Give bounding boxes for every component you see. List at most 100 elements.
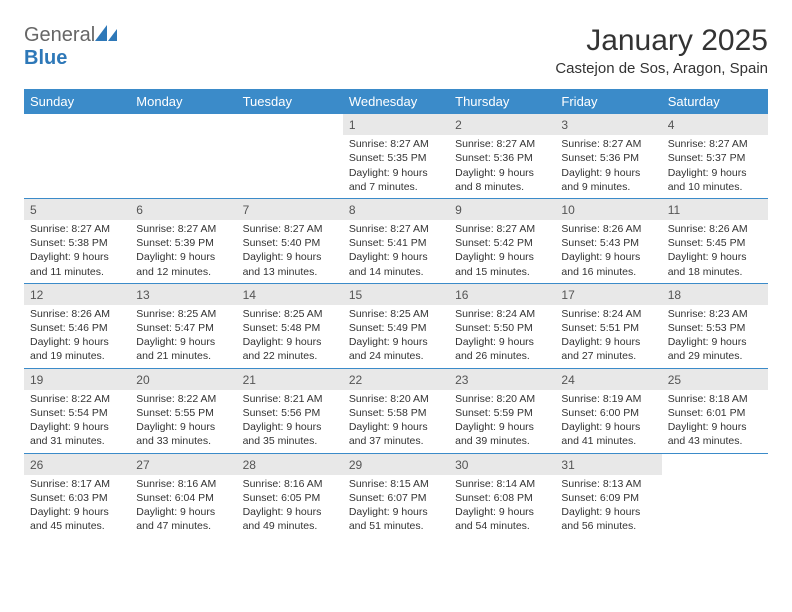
sunset-line: Sunset: 6:03 PM: [30, 491, 124, 505]
sunrise-line: Sunrise: 8:27 AM: [561, 137, 655, 151]
calendar-cell: 29Sunrise: 8:15 AMSunset: 6:07 PMDayligh…: [343, 453, 449, 537]
location: Castejon de Sos, Aragon, Spain: [555, 60, 768, 77]
daylight-line: Daylight: 9 hours and 19 minutes.: [30, 335, 124, 363]
daylight-line: Daylight: 9 hours and 14 minutes.: [349, 250, 443, 278]
calendar-row: 1Sunrise: 8:27 AMSunset: 5:35 PMDaylight…: [24, 114, 768, 198]
sunset-line: Sunset: 5:40 PM: [243, 236, 337, 250]
sunrise-line: Sunrise: 8:22 AM: [30, 392, 124, 406]
day-data: Sunrise: 8:27 AMSunset: 5:36 PMDaylight:…: [555, 135, 661, 198]
day-number: 13: [130, 284, 236, 305]
daylight-line: Daylight: 9 hours and 10 minutes.: [668, 166, 762, 194]
calendar-cell: 9Sunrise: 8:27 AMSunset: 5:42 PMDaylight…: [449, 198, 555, 283]
sunset-line: Sunset: 6:00 PM: [561, 406, 655, 420]
daylight-line: Daylight: 9 hours and 56 minutes.: [561, 505, 655, 533]
calendar-cell: 14Sunrise: 8:25 AMSunset: 5:48 PMDayligh…: [237, 283, 343, 368]
day-data: Sunrise: 8:19 AMSunset: 6:00 PMDaylight:…: [555, 390, 661, 453]
calendar-cell: 11Sunrise: 8:26 AMSunset: 5:45 PMDayligh…: [662, 198, 768, 283]
day-data: Sunrise: 8:24 AMSunset: 5:50 PMDaylight:…: [449, 305, 555, 368]
calendar-cell: 24Sunrise: 8:19 AMSunset: 6:00 PMDayligh…: [555, 368, 661, 453]
day-number: 25: [662, 369, 768, 390]
day-data: Sunrise: 8:27 AMSunset: 5:42 PMDaylight:…: [449, 220, 555, 283]
daylight-line: Daylight: 9 hours and 15 minutes.: [455, 250, 549, 278]
day-number: 3: [555, 114, 661, 135]
sunset-line: Sunset: 5:39 PM: [136, 236, 230, 250]
day-number: 27: [130, 454, 236, 475]
sunrise-line: Sunrise: 8:26 AM: [561, 222, 655, 236]
sunset-line: Sunset: 5:56 PM: [243, 406, 337, 420]
daylight-line: Daylight: 9 hours and 29 minutes.: [668, 335, 762, 363]
sunset-line: Sunset: 5:41 PM: [349, 236, 443, 250]
sunset-line: Sunset: 5:43 PM: [561, 236, 655, 250]
weekday-header: Friday: [555, 89, 661, 114]
daylight-line: Daylight: 9 hours and 41 minutes.: [561, 420, 655, 448]
calendar-cell: [24, 114, 130, 198]
daylight-line: Daylight: 9 hours and 12 minutes.: [136, 250, 230, 278]
sunset-line: Sunset: 6:01 PM: [668, 406, 762, 420]
day-number: 30: [449, 454, 555, 475]
sunrise-line: Sunrise: 8:14 AM: [455, 477, 549, 491]
daylight-line: Daylight: 9 hours and 31 minutes.: [30, 420, 124, 448]
calendar-cell: 19Sunrise: 8:22 AMSunset: 5:54 PMDayligh…: [24, 368, 130, 453]
calendar-cell: 12Sunrise: 8:26 AMSunset: 5:46 PMDayligh…: [24, 283, 130, 368]
day-data: Sunrise: 8:27 AMSunset: 5:35 PMDaylight:…: [343, 135, 449, 198]
daylight-line: Daylight: 9 hours and 26 minutes.: [455, 335, 549, 363]
sunrise-line: Sunrise: 8:25 AM: [243, 307, 337, 321]
sunset-line: Sunset: 5:38 PM: [30, 236, 124, 250]
day-data: Sunrise: 8:27 AMSunset: 5:37 PMDaylight:…: [662, 135, 768, 198]
day-data: Sunrise: 8:26 AMSunset: 5:46 PMDaylight:…: [24, 305, 130, 368]
sunrise-line: Sunrise: 8:19 AM: [561, 392, 655, 406]
daylight-line: Daylight: 9 hours and 18 minutes.: [668, 250, 762, 278]
sunrise-line: Sunrise: 8:27 AM: [349, 222, 443, 236]
sunset-line: Sunset: 5:58 PM: [349, 406, 443, 420]
sunrise-line: Sunrise: 8:16 AM: [243, 477, 337, 491]
sunset-line: Sunset: 5:53 PM: [668, 321, 762, 335]
logo: GeneralBlue: [24, 24, 117, 70]
day-number: 20: [130, 369, 236, 390]
sunset-line: Sunset: 5:50 PM: [455, 321, 549, 335]
sunset-line: Sunset: 6:07 PM: [349, 491, 443, 505]
calendar-cell: 4Sunrise: 8:27 AMSunset: 5:37 PMDaylight…: [662, 114, 768, 198]
calendar-cell: 10Sunrise: 8:26 AMSunset: 5:43 PMDayligh…: [555, 198, 661, 283]
calendar-cell: [130, 114, 236, 198]
sunrise-line: Sunrise: 8:27 AM: [668, 137, 762, 151]
sunset-line: Sunset: 5:35 PM: [349, 151, 443, 165]
daylight-line: Daylight: 9 hours and 39 minutes.: [455, 420, 549, 448]
sunset-line: Sunset: 6:09 PM: [561, 491, 655, 505]
day-number: 10: [555, 199, 661, 220]
daylight-line: Daylight: 9 hours and 11 minutes.: [30, 250, 124, 278]
calendar-cell: 18Sunrise: 8:23 AMSunset: 5:53 PMDayligh…: [662, 283, 768, 368]
daylight-line: Daylight: 9 hours and 43 minutes.: [668, 420, 762, 448]
sunrise-line: Sunrise: 8:25 AM: [349, 307, 443, 321]
sunset-line: Sunset: 6:05 PM: [243, 491, 337, 505]
day-number: 7: [237, 199, 343, 220]
calendar-cell: [237, 114, 343, 198]
calendar-cell: 20Sunrise: 8:22 AMSunset: 5:55 PMDayligh…: [130, 368, 236, 453]
sunrise-line: Sunrise: 8:21 AM: [243, 392, 337, 406]
calendar-cell: 17Sunrise: 8:24 AMSunset: 5:51 PMDayligh…: [555, 283, 661, 368]
calendar-cell: 21Sunrise: 8:21 AMSunset: 5:56 PMDayligh…: [237, 368, 343, 453]
calendar-cell: 22Sunrise: 8:20 AMSunset: 5:58 PMDayligh…: [343, 368, 449, 453]
weekday-header: Wednesday: [343, 89, 449, 114]
daylight-line: Daylight: 9 hours and 22 minutes.: [243, 335, 337, 363]
day-data: Sunrise: 8:15 AMSunset: 6:07 PMDaylight:…: [343, 475, 449, 538]
day-data: Sunrise: 8:17 AMSunset: 6:03 PMDaylight:…: [24, 475, 130, 538]
day-data: Sunrise: 8:25 AMSunset: 5:47 PMDaylight:…: [130, 305, 236, 368]
sunset-line: Sunset: 5:51 PM: [561, 321, 655, 335]
day-number: 2: [449, 114, 555, 135]
daylight-line: Daylight: 9 hours and 37 minutes.: [349, 420, 443, 448]
day-data: Sunrise: 8:16 AMSunset: 6:04 PMDaylight:…: [130, 475, 236, 538]
sunrise-line: Sunrise: 8:27 AM: [455, 137, 549, 151]
calendar-cell: 28Sunrise: 8:16 AMSunset: 6:05 PMDayligh…: [237, 453, 343, 537]
day-number: 6: [130, 199, 236, 220]
day-data: Sunrise: 8:14 AMSunset: 6:08 PMDaylight:…: [449, 475, 555, 538]
day-data: Sunrise: 8:27 AMSunset: 5:39 PMDaylight:…: [130, 220, 236, 283]
daylight-line: Daylight: 9 hours and 49 minutes.: [243, 505, 337, 533]
day-data: Sunrise: 8:27 AMSunset: 5:36 PMDaylight:…: [449, 135, 555, 198]
sunrise-line: Sunrise: 8:27 AM: [243, 222, 337, 236]
sunrise-line: Sunrise: 8:27 AM: [349, 137, 443, 151]
sunrise-line: Sunrise: 8:25 AM: [136, 307, 230, 321]
sunrise-line: Sunrise: 8:24 AM: [561, 307, 655, 321]
daylight-line: Daylight: 9 hours and 13 minutes.: [243, 250, 337, 278]
calendar-cell: 6Sunrise: 8:27 AMSunset: 5:39 PMDaylight…: [130, 198, 236, 283]
logo-text: GeneralBlue: [24, 24, 117, 70]
